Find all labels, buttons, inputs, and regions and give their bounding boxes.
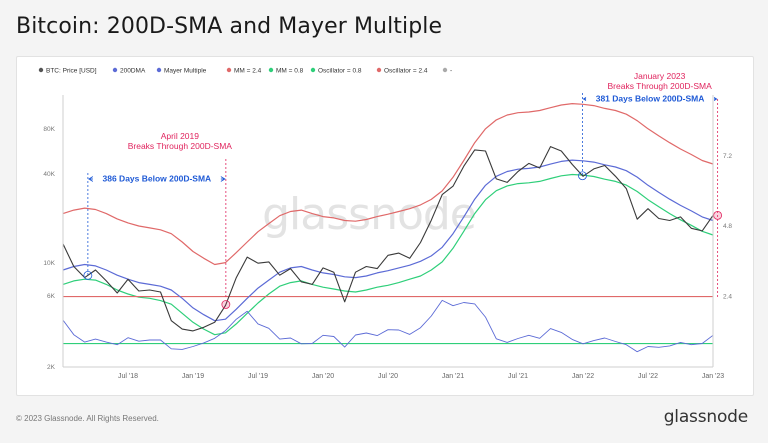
- chart-legend: BTC: Price [USD] 200DMA Mayer Multiple MM =…: [38, 67, 452, 74]
- annotation-a2019: 386 Days Below 200D-SMA April 2019Breaks …: [83, 131, 233, 309]
- y-right-tick-label: 4.8: [723, 223, 732, 230]
- series-mayer-multiple: [62, 299, 714, 353]
- x-tick-label: Jul '20: [378, 373, 398, 380]
- annotation-subtitle: Breaks Through 200D-SMA: [128, 141, 233, 151]
- x-tick-label: Jul '19: [248, 373, 268, 380]
- annotation-title: April 2019: [161, 131, 200, 141]
- annotation-range-bg: [586, 91, 715, 104]
- series-btc-price-usd: [62, 146, 714, 332]
- chart-axes: Jul '18 Jan '19 Jul '19 Jan '20 Jul '20 Jan '…: [43, 95, 732, 380]
- x-tick-label: Jul '21: [508, 373, 528, 380]
- x-tick-label: Jul '22: [638, 373, 658, 380]
- series-mm-2-4: [62, 103, 714, 266]
- legend-label: BTC: Price [USD]: [46, 67, 97, 74]
- watermark: glassnode: [262, 189, 476, 240]
- annotation-range-label: 386 Days Below 200D-SMA: [103, 174, 212, 184]
- x-tick-label: Jan '22: [572, 373, 594, 380]
- legend-label: MM = 0.8: [276, 67, 304, 74]
- legend-marker: [310, 67, 316, 73]
- legend-marker: [376, 67, 382, 73]
- legend-label: Oscillator = 0.8: [318, 67, 362, 74]
- legend-marker: [442, 67, 448, 73]
- legend-marker: [112, 67, 118, 73]
- series-mm-0-8: [62, 173, 714, 336]
- page-title: Bitcoin: 200D-SMA and Mayer Multiple: [16, 14, 443, 39]
- y-left-tick-label: 10K: [43, 260, 55, 267]
- y-left-tick-label: 6K: [47, 293, 56, 300]
- annotation-title: January 2023: [634, 71, 686, 81]
- annotation-range-label: 381 Days Below 200D-SMA: [596, 94, 705, 104]
- annotation-end-marker: [713, 210, 723, 220]
- annotation-start-marker: [83, 270, 93, 280]
- x-tick-label: Jan '23: [702, 373, 724, 380]
- annotation-range-bg: [92, 171, 221, 184]
- legend-marker: [226, 67, 232, 73]
- legend-label: Oscillator = 2.4: [384, 67, 428, 74]
- x-tick-label: Jan '21: [442, 373, 464, 380]
- copyright-text: © 2023 Glassnode. All Rights Reserved.: [16, 414, 159, 423]
- x-tick-label: Jan '20: [312, 373, 334, 380]
- annotation-subtitle: Breaks Through 200D-SMA: [607, 81, 712, 91]
- legend-label: MM = 2.4: [234, 67, 262, 74]
- legend-label: Mayer Multiple: [164, 67, 207, 74]
- y-right-tick-label: 7.2: [723, 153, 732, 160]
- y-left-tick-label: 40K: [43, 171, 55, 178]
- legend-marker: [38, 67, 44, 73]
- annotation-start-marker: [578, 171, 587, 181]
- annotation-arrow-left: [87, 175, 95, 183]
- x-tick-label: Jul '18: [118, 373, 138, 380]
- chart-series: [62, 103, 714, 353]
- chart-panel: BTC: Price [USD] 200DMA Mayer Multiple MM =…: [16, 56, 754, 396]
- annotation-a2023: 381 Days Below 200D-SMA January 2023Break…: [578, 71, 723, 297]
- legend-marker: [268, 67, 274, 73]
- legend-label: -: [450, 67, 452, 74]
- annotation-arrow-right: [219, 175, 226, 183]
- annotation-end-marker: [221, 300, 231, 309]
- y-right-tick-label: 2.4: [723, 294, 732, 301]
- footer-logo: glassnode: [663, 407, 748, 427]
- x-tick-label: Jan '19: [182, 373, 204, 380]
- series-200dma: [62, 159, 714, 322]
- y-left-tick-label: 2K: [47, 364, 56, 371]
- y-left-tick-label: 80K: [43, 126, 55, 133]
- legend-marker: [156, 67, 162, 73]
- mayer-multiple-chart: BTC: Price [USD] 200DMA Mayer Multiple MM =…: [38, 67, 732, 380]
- legend-label: 200DMA: [120, 67, 146, 74]
